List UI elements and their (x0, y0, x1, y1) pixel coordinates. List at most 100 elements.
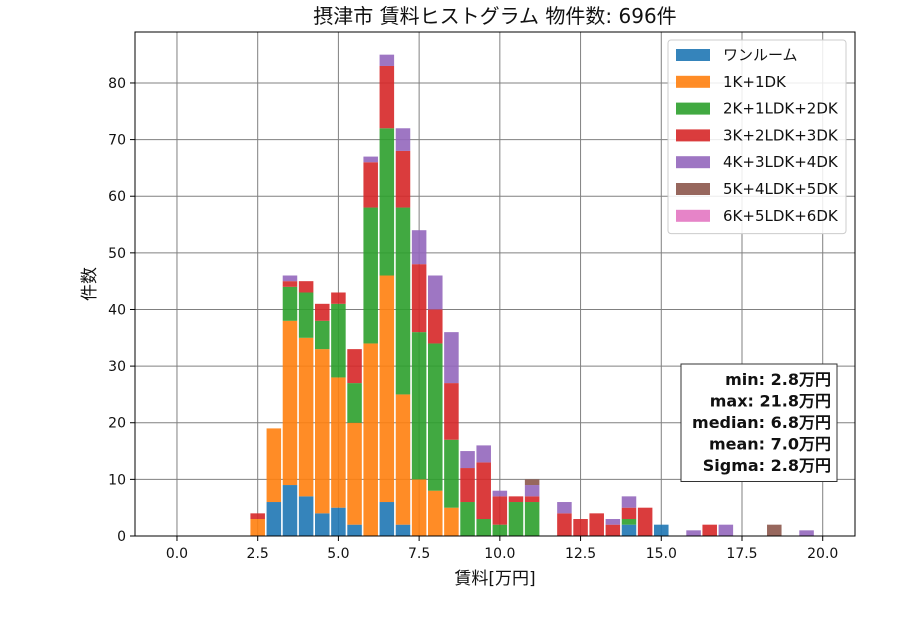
bar-segment (315, 320, 330, 350)
bar-segment (315, 349, 330, 514)
bar-segment (428, 343, 443, 491)
bar-segment (331, 507, 346, 536)
bar-segment (379, 275, 395, 503)
y-tick-label: 20 (108, 416, 126, 432)
y-tick-label: 60 (108, 189, 126, 205)
chart-title: 摂津市 賃料ヒストグラム 物件数: 696件 (313, 4, 676, 28)
y-tick-label: 70 (108, 133, 126, 149)
stats-line: mean: 7.0万円 (709, 435, 831, 454)
stats-line: min: 2.8万円 (725, 370, 831, 389)
y-axis-ticks: 0 10 20 30 40 50 60 70 80 (108, 76, 135, 545)
bar-segment (250, 513, 265, 520)
legend-swatch (676, 183, 710, 195)
bar-segment (686, 530, 701, 536)
bar-segment (557, 502, 572, 514)
legend-label: 3K+2LDK+3DK (723, 126, 839, 144)
bars (250, 54, 814, 536)
legend-label: 1K+1DK (723, 73, 787, 91)
bar-segment (395, 128, 411, 151)
stats-line: Sigma: 2.8万円 (703, 456, 831, 475)
bar-segment (492, 496, 508, 525)
y-tick-label: 40 (108, 302, 126, 318)
bar-segment (298, 337, 314, 497)
bar-segment (331, 303, 346, 378)
y-tick-label: 0 (117, 529, 126, 545)
y-axis-label: 件数 (80, 267, 100, 301)
legend-label: 5K+4LDK+5DK (723, 180, 839, 198)
bar-segment (460, 502, 475, 536)
bar-segment (266, 502, 282, 536)
x-tick-label: 12.5 (565, 546, 596, 562)
bar-segment (347, 349, 362, 384)
bar-segment (298, 292, 314, 338)
stats-line: max: 21.8万円 (710, 392, 831, 411)
bar-segment (395, 207, 411, 395)
bar-segment (524, 496, 540, 503)
bar-segment (444, 507, 459, 536)
y-tick-label: 10 (108, 472, 126, 488)
bar-segment (492, 524, 508, 536)
legend: ワンルーム 1K+1DK 2K+1LDK+2DK 3K+2LDK+3DK 4K+3LDK… (667, 39, 847, 235)
bar-segment (524, 479, 540, 486)
bar-segment (363, 207, 378, 344)
legend-swatch (676, 75, 710, 88)
bar-segment (605, 524, 621, 536)
bar-segment (282, 281, 298, 287)
bar-segment (428, 490, 443, 536)
x-tick-label: 2.5 (247, 546, 269, 562)
bar-segment (411, 264, 427, 333)
bar-segment (476, 445, 491, 463)
x-tick-label: 15.0 (646, 546, 677, 562)
bar-segment (654, 524, 669, 536)
legend-swatch (676, 102, 710, 115)
x-tick-label: 5.0 (327, 546, 349, 562)
y-tick-label: 80 (108, 76, 126, 92)
bar-segment (282, 286, 298, 321)
bar-segment (702, 524, 717, 536)
bar-segment (282, 485, 298, 536)
bar-segment (379, 65, 395, 129)
bar-segment (298, 496, 314, 536)
bar-segment (411, 230, 427, 265)
legend-label: 6K+5LDK+6DK (723, 207, 839, 225)
bar-segment (395, 524, 411, 536)
bar-segment (605, 519, 621, 525)
bar-segment (315, 303, 330, 321)
bar-segment (524, 502, 540, 536)
bar-segment (621, 507, 637, 520)
legend-swatch (676, 156, 710, 169)
bar-segment (460, 468, 475, 503)
x-axis-ticks: 0.0 2.5 5.0 7.5 10.0 12.5 15.0 17.5 20.0 (166, 536, 838, 562)
bar-segment (282, 320, 298, 486)
bar-segment (250, 519, 265, 536)
bar-segment (621, 496, 637, 508)
bar-segment (492, 490, 508, 497)
bar-segment (476, 462, 491, 520)
x-tick-label: 7.5 (408, 546, 430, 562)
bar-segment (799, 530, 814, 536)
bar-segment (266, 428, 282, 503)
x-tick-label: 10.0 (484, 546, 515, 562)
bar-segment (767, 524, 782, 536)
x-tick-label: 0.0 (166, 546, 188, 562)
bar-segment (444, 383, 459, 440)
bar-segment (411, 332, 427, 480)
legend-swatch (676, 129, 710, 142)
legend-swatch (676, 209, 710, 222)
bar-segment (476, 519, 491, 536)
bar-segment (379, 502, 395, 536)
bar-segment (621, 519, 637, 525)
bar-segment (444, 332, 459, 384)
legend-label: ワンルーム (723, 46, 798, 64)
bar-segment (395, 150, 411, 208)
bar-segment (363, 156, 378, 163)
bar-segment (589, 513, 604, 536)
bar-segment (379, 54, 395, 66)
bar-segment (363, 343, 378, 536)
bar-segment (363, 162, 378, 208)
plot-frame (134, 31, 856, 537)
bar-segment (508, 496, 524, 503)
bar-segment (573, 519, 588, 536)
bar-segment (524, 485, 540, 497)
legend-label: 4K+3LDK+4DK (723, 153, 839, 171)
